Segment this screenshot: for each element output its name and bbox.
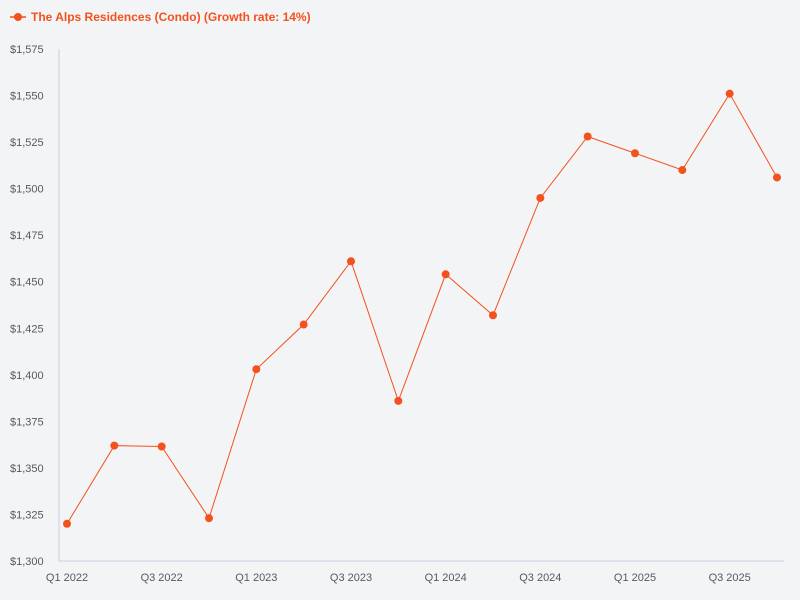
- data-point[interactable]: [489, 311, 497, 320]
- y-tick-label: $1,450: [10, 277, 44, 289]
- data-point[interactable]: [299, 320, 308, 329]
- x-tick-label: Q1 2024: [425, 572, 467, 584]
- data-point[interactable]: [583, 132, 592, 141]
- y-tick-label: $1,300: [10, 556, 44, 568]
- data-point[interactable]: [252, 365, 261, 374]
- series-layer: [63, 89, 781, 528]
- y-tick-label: $1,575: [10, 44, 44, 56]
- data-point[interactable]: [678, 166, 687, 175]
- y-tick-label: $1,525: [10, 137, 44, 149]
- x-tick-label: Q3 2025: [709, 572, 751, 584]
- data-point[interactable]: [631, 149, 639, 158]
- y-tick-label: $1,475: [10, 230, 44, 242]
- y-tick-label: $1,550: [10, 91, 44, 103]
- data-point[interactable]: [205, 514, 213, 523]
- y-tick-label: $1,325: [10, 509, 44, 521]
- data-point[interactable]: [394, 396, 403, 405]
- y-tick-label: $1,425: [10, 323, 44, 335]
- legend-series-label: The Alps Residences (Condo) (Growth rate…: [31, 10, 311, 24]
- data-point[interactable]: [347, 257, 355, 266]
- data-point[interactable]: [157, 442, 166, 451]
- y-axis: $1,300 $1,325 $1,350 $1,375 $1,400 $1,425 $1,4…: [10, 44, 60, 568]
- x-tick-label: Q3 2023: [330, 572, 372, 584]
- y-tick-label: $1,375: [10, 416, 44, 428]
- data-point[interactable]: [441, 270, 450, 279]
- y-tick-label: $1,500: [10, 184, 44, 196]
- legend[interactable]: The Alps Residences (Condo) (Growth rate…: [10, 10, 311, 24]
- x-axis: Q1 2022 Q3 2022 Q1 2023 Q3 2023 Q1 2024 Q3 20…: [46, 560, 784, 584]
- data-point[interactable]: [63, 519, 71, 528]
- data-point[interactable]: [725, 89, 734, 98]
- x-tick-label: Q1 2025: [614, 572, 656, 584]
- legend-marker-icon: [14, 13, 22, 21]
- data-point[interactable]: [536, 193, 545, 202]
- x-tick-label: Q3 2024: [519, 572, 561, 584]
- data-point[interactable]: [773, 173, 781, 182]
- x-tick-label: Q1 2023: [235, 572, 277, 584]
- y-tick-label: $1,400: [10, 370, 44, 382]
- series-line: [66, 92, 778, 525]
- x-tick-label: Q1 2022: [46, 572, 88, 584]
- data-point[interactable]: [110, 441, 119, 450]
- x-tick-label: Q3 2022: [141, 572, 183, 584]
- y-tick-label: $1,350: [10, 463, 44, 475]
